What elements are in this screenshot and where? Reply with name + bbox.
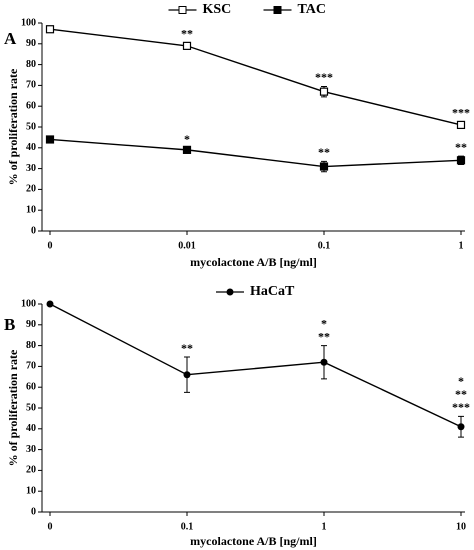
marker	[45, 135, 55, 144]
y-tick-label: 60	[26, 100, 36, 111]
y-tick-label: 80	[26, 340, 36, 351]
x-axis-label: mycolactone A/B [ng/ml]	[190, 255, 317, 269]
y-tick-label: 40	[26, 142, 36, 153]
y-tick-label: 10	[26, 485, 36, 496]
series-line	[49, 303, 462, 428]
panel-label: B	[4, 315, 15, 334]
x-tick-label: 1	[459, 240, 464, 251]
marker	[320, 358, 328, 366]
marker	[319, 87, 329, 96]
significance: **	[455, 387, 467, 401]
y-tick-label: 50	[26, 402, 36, 413]
significance: **	[455, 140, 467, 154]
significance: **	[181, 341, 193, 355]
legend-label: TAC	[298, 2, 327, 17]
y-tick-label: 0	[31, 225, 36, 236]
significance: **	[318, 145, 330, 159]
x-tick-label: 0	[48, 240, 53, 251]
y-tick-label: 90	[26, 38, 36, 49]
marker	[456, 156, 466, 165]
y-tick-label: 60	[26, 381, 36, 392]
y-tick-label: 30	[26, 163, 36, 174]
y-tick-label: 30	[26, 444, 36, 455]
y-axis-label: % of proliferation rate	[6, 68, 20, 185]
y-tick-label: 40	[26, 423, 36, 434]
legend-marker	[226, 288, 234, 296]
significance: ***	[452, 400, 470, 414]
series-line	[49, 138, 462, 168]
y-tick-label: 100	[21, 17, 36, 28]
x-tick-label: 0.1	[181, 521, 194, 532]
marker	[456, 120, 466, 130]
significance: *	[458, 374, 464, 388]
y-tick-label: 20	[26, 465, 36, 476]
y-tick-label: 20	[26, 184, 36, 195]
y-tick-label: 70	[26, 361, 36, 372]
legend-label: HaCaT	[250, 284, 295, 299]
legend-marker	[178, 6, 187, 14]
y-tick-label: 10	[26, 204, 36, 215]
legend-label: KSC	[203, 2, 232, 17]
y-tick-label: 100	[21, 298, 36, 309]
significance: *	[321, 316, 327, 330]
marker	[183, 371, 191, 379]
x-tick-label: 0	[48, 521, 53, 532]
series-line	[49, 28, 462, 126]
marker	[46, 300, 54, 308]
marker	[45, 25, 55, 34]
y-tick-label: 0	[31, 506, 36, 517]
y-tick-label: 80	[26, 59, 36, 70]
significance: ***	[315, 70, 333, 84]
y-tick-label: 70	[26, 80, 36, 91]
y-tick-label: 50	[26, 121, 36, 132]
panel-label: A	[4, 29, 17, 48]
legend-marker	[273, 6, 282, 14]
y-tick-label: 90	[26, 319, 36, 330]
marker	[182, 41, 192, 50]
significance: ***	[452, 106, 470, 120]
x-tick-label: 10	[456, 521, 466, 532]
x-axis-label: mycolactone A/B [ng/ml]	[190, 534, 317, 548]
marker	[319, 162, 329, 171]
significance: **	[181, 27, 193, 41]
significance: *	[184, 132, 190, 146]
y-axis-label: % of proliferation rate	[6, 349, 20, 466]
x-tick-label: 1	[322, 521, 327, 532]
marker	[457, 423, 465, 431]
significance: **	[318, 329, 330, 343]
x-tick-label: 0.1	[318, 240, 331, 251]
marker	[182, 145, 192, 154]
x-tick-label: 0.01	[178, 240, 196, 251]
